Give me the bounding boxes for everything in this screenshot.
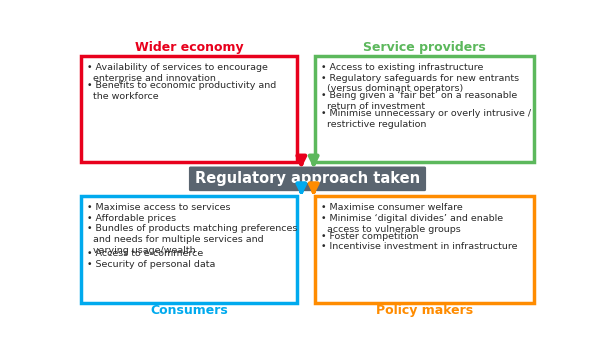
Text: Wider economy: Wider economy [134,41,243,54]
Bar [315,56,534,162]
Text: • Access to e-commerce: • Access to e-commerce [87,249,203,258]
Bar [81,196,297,303]
Bar [81,56,297,162]
Text: Regulatory approach taken: Regulatory approach taken [195,171,420,186]
Text: • Bundles of products matching preferences
  and needs for multiple services and: • Bundles of products matching preferenc… [87,224,298,255]
Text: Consumers: Consumers [150,304,228,317]
Text: • Regulatory safeguards for new entrants
  (versus dominant operators): • Regulatory safeguards for new entrants… [322,74,520,93]
Bar [315,196,534,303]
Text: • Being given a ‘fair bet’ on a reasonable
  return of investment: • Being given a ‘fair bet’ on a reasonab… [322,91,518,111]
Text: • Maximise access to services: • Maximise access to services [87,204,231,213]
Text: Policy makers: Policy makers [376,304,473,317]
Text: • Affordable prices: • Affordable prices [87,214,176,223]
FancyBboxPatch shape [189,166,426,191]
Text: • Minimise ‘digital divides’ and enable
  access to vulnerable groups: • Minimise ‘digital divides’ and enable … [322,214,503,234]
Text: Service providers: Service providers [363,41,486,54]
Text: • Benefits to economic productivity and
  the workforce: • Benefits to economic productivity and … [87,81,277,101]
Text: • Security of personal data: • Security of personal data [87,260,215,269]
Text: • Access to existing infrastructure: • Access to existing infrastructure [322,63,484,72]
Text: • Availability of services to encourage
  enterprise and innovation: • Availability of services to encourage … [87,63,268,83]
Text: • Foster competition: • Foster competition [322,232,419,240]
Text: • Minimise unnecessary or overly intrusive /
  restrictive regulation: • Minimise unnecessary or overly intrusi… [322,109,532,129]
Text: • Incentivise investment in infrastructure: • Incentivise investment in infrastructu… [322,242,518,251]
Text: • Maximise consumer welfare: • Maximise consumer welfare [322,204,463,213]
